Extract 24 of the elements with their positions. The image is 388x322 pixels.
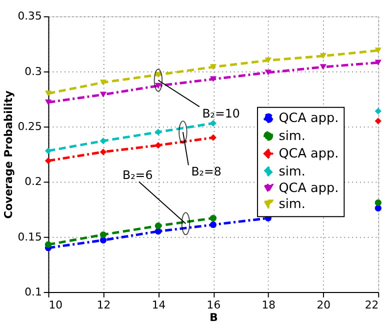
legend-label: QCA app.: [278, 181, 339, 196]
annotation: B₂=8: [191, 164, 222, 179]
x-tick-label: 22: [364, 298, 379, 312]
y-axis-title: Coverage Probability: [2, 90, 15, 219]
y-tick-label: 0.35: [18, 10, 42, 23]
x-tick-label: 18: [262, 298, 276, 312]
y-tick-label: 0.25: [18, 120, 42, 134]
legend-label: sim.: [278, 196, 306, 212]
legend-label: QCA app.: [278, 146, 339, 162]
x-tick-label: 12: [96, 298, 111, 312]
x-tick-label: 20: [316, 298, 331, 312]
y-tick-label: 0.3: [24, 64, 42, 78]
legend-label: sim.: [278, 128, 306, 144]
y-tick-label: 0.15: [18, 230, 42, 244]
x-tick-label: 14: [152, 298, 166, 312]
x-tick-label: 10: [48, 298, 63, 312]
y-tick-label: 0.1: [24, 285, 42, 298]
annotation: B₂=6: [122, 168, 153, 182]
y-tick-label: 0.2: [24, 175, 42, 188]
x-tick-label: 16: [206, 298, 221, 312]
legend-label: sim.: [278, 164, 306, 180]
legend-label: QCA app.: [278, 111, 339, 126]
x-axis-title: B: [210, 311, 218, 322]
annotation: B₂=10: [202, 106, 240, 120]
